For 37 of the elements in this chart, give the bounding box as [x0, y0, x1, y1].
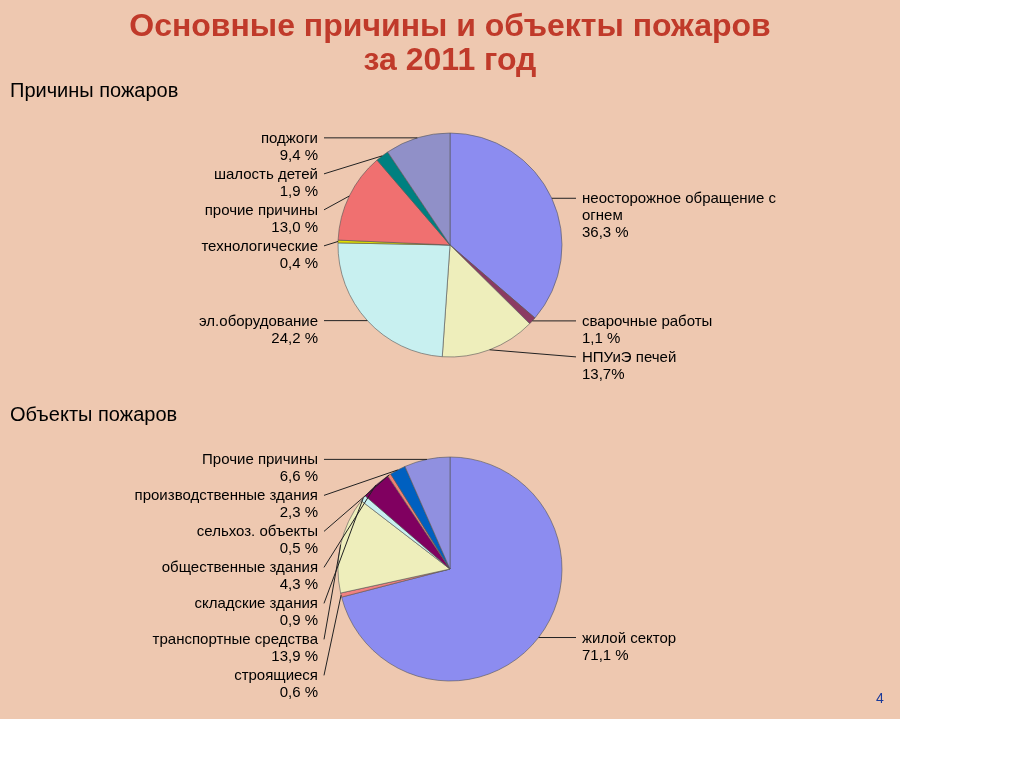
pie-slice: [341, 456, 563, 682]
chart-subtitle: Объекты пожаров: [10, 403, 178, 425]
slice-label: общественные здания: [161, 558, 318, 576]
data-label: 1,1 %: [582, 328, 621, 346]
data-label: 0,9 %: [279, 611, 318, 629]
text: 4: [876, 690, 885, 706]
data-label: 13,7%: [582, 364, 625, 382]
data-label: 13,0 %: [271, 217, 318, 235]
data-label: 2,3 %: [279, 503, 318, 521]
chart-subtitle: Причины пожаров: [10, 79, 179, 101]
slice-label: шалость детей: [213, 164, 318, 182]
data-label: 13,9 %: [271, 647, 318, 665]
slice-label: сварочные работы: [582, 311, 713, 329]
slice-label: производственные здания: [134, 486, 318, 504]
slice-label: сельхоз. объекты: [196, 522, 318, 540]
data-label: 0,5 %: [279, 539, 318, 557]
slice-label: транспортные средства: [152, 630, 319, 648]
slice-label: Прочие причины: [202, 450, 318, 468]
slice-label: строящиеся: [234, 666, 318, 684]
data-label: 4,3 %: [279, 575, 318, 593]
slice-label: неосторожное обращение с огнем: [582, 189, 777, 224]
slice-label: поджоги: [260, 128, 318, 146]
slice-label: НПУиЭ печей: [582, 347, 677, 365]
data-label: 24,2 %: [271, 328, 318, 346]
data-label: 6,6 %: [279, 467, 318, 485]
data-label: 0,4 %: [279, 253, 318, 271]
data-label: 36,3 %: [582, 223, 629, 241]
slice-label: технологические: [201, 236, 318, 254]
data-label: 0,6 %: [279, 683, 318, 701]
data-label: 1,9 %: [279, 181, 318, 199]
chart-title: Основные причины и объекты пожаров за 2011 год: [129, 7, 771, 77]
slice-label: складские здания: [194, 594, 318, 612]
slice-label: эл.оборудование: [199, 311, 318, 329]
data-label: 71,1 %: [582, 645, 629, 663]
data-label: 9,4 %: [279, 145, 318, 163]
slice-label: жилой сектор: [582, 628, 677, 646]
slice-label: прочие причины: [204, 200, 318, 218]
